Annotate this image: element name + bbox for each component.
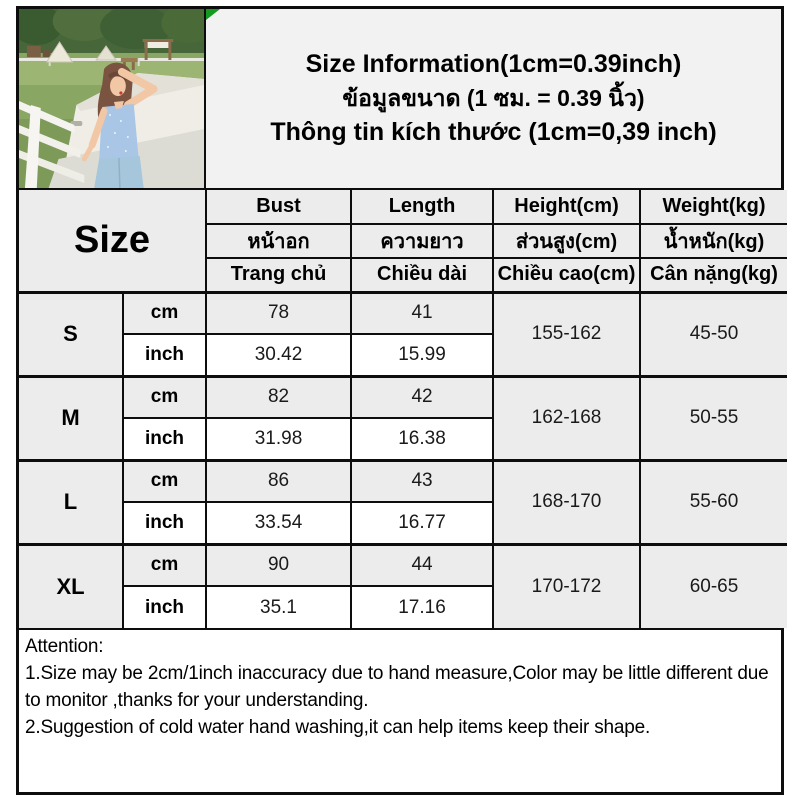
- row-s-unit-cm: cm: [121, 290, 208, 335]
- attention-note-1: 1.Size may be 2cm/1inch inaccuracy due t…: [25, 663, 769, 711]
- row-xl-unit-inch: inch: [121, 585, 208, 629]
- cell-l-length-inch: 16.77: [350, 501, 495, 545]
- row-s-unit-inch: inch: [121, 333, 208, 377]
- cell-s-length-cm: 41: [350, 290, 495, 335]
- col-length-en: Length: [350, 189, 495, 225]
- title-thai: ข้อมูลขนาด (1 ซม. = 0.39 นิ้ว): [342, 85, 645, 112]
- cell-m-length-cm: 42: [350, 374, 495, 419]
- product-photo-illustration: [19, 9, 204, 188]
- col-weight-vi: Cân nặng(kg): [639, 257, 789, 294]
- cell-xl-bust-inch: 35.1: [205, 585, 353, 629]
- cell-xl-length-cm: 44: [350, 542, 495, 587]
- cell-s-bust-cm: 78: [205, 290, 353, 335]
- cell-l-bust-cm: 86: [205, 458, 353, 503]
- cell-m-height: 162-168: [492, 374, 642, 461]
- size-table: Size Bust Length Height(cm) Weight(kg) ห…: [17, 189, 789, 629]
- col-bust-th: หน้าอก: [205, 223, 353, 259]
- cell-s-weight: 45-50: [639, 290, 789, 377]
- title-box: Size Information(1cm=0.39inch) ข้อมูลขนา…: [206, 9, 781, 188]
- row-m-label: M: [18, 374, 124, 461]
- cell-s-length-inch: 15.99: [350, 333, 495, 377]
- col-bust-en: Bust: [205, 189, 353, 225]
- cell-l-weight: 55-60: [639, 458, 789, 545]
- cell-xl-height: 170-172: [492, 542, 642, 629]
- top-section: Size Information(1cm=0.39inch) ข้อมูลขนา…: [19, 9, 781, 190]
- cell-m-length-inch: 16.38: [350, 417, 495, 461]
- cell-s-height: 155-162: [492, 290, 642, 377]
- col-length-th: ความยาว: [350, 223, 495, 259]
- cell-l-bust-inch: 33.54: [205, 501, 353, 545]
- col-weight-en: Weight(kg): [639, 189, 789, 225]
- row-m-unit-cm: cm: [121, 374, 208, 419]
- row-m-unit-inch: inch: [121, 417, 208, 461]
- row-s-label: S: [18, 290, 124, 377]
- corner-marker-icon: [206, 9, 220, 20]
- cell-m-bust-cm: 82: [205, 374, 353, 419]
- product-photo: [19, 9, 206, 188]
- col-length-vi: Chiều dài: [350, 257, 495, 294]
- row-l-unit-inch: inch: [121, 501, 208, 545]
- attention-heading: Attention:: [25, 636, 104, 657]
- row-l-label: L: [18, 458, 124, 545]
- attention-notes: Attention: 1.Size may be 2cm/1inch inacc…: [19, 628, 781, 792]
- cell-m-bust-inch: 31.98: [205, 417, 353, 461]
- col-height-vi: Chiều cao(cm): [492, 257, 642, 294]
- col-weight-th: น้ำหนัก(kg): [639, 223, 789, 259]
- cell-xl-bust-cm: 90: [205, 542, 353, 587]
- cell-xl-length-inch: 17.16: [350, 585, 495, 629]
- title-english: Size Information(1cm=0.39inch): [305, 49, 682, 78]
- cell-m-weight: 50-55: [639, 374, 789, 461]
- cell-l-height: 168-170: [492, 458, 642, 545]
- col-bust-vi: Trang chủ: [205, 257, 353, 294]
- col-height-th: ส่วนสูง(cm): [492, 223, 642, 259]
- cell-s-bust-inch: 30.42: [205, 333, 353, 377]
- title-vietnamese: Thông tin kích thước (1cm=0,39 inch): [270, 117, 717, 146]
- col-height-en: Height(cm): [492, 189, 642, 225]
- row-xl-label: XL: [18, 542, 124, 629]
- size-header: Size: [17, 189, 208, 293]
- size-info-sheet: Size Information(1cm=0.39inch) ข้อมูลขนา…: [16, 6, 789, 795]
- cell-xl-weight: 60-65: [639, 542, 789, 629]
- cell-l-length-cm: 43: [350, 458, 495, 503]
- row-xl-unit-cm: cm: [121, 542, 208, 587]
- attention-note-2: 2.Suggestion of cold water hand washing,…: [25, 717, 651, 738]
- row-l-unit-cm: cm: [121, 458, 208, 503]
